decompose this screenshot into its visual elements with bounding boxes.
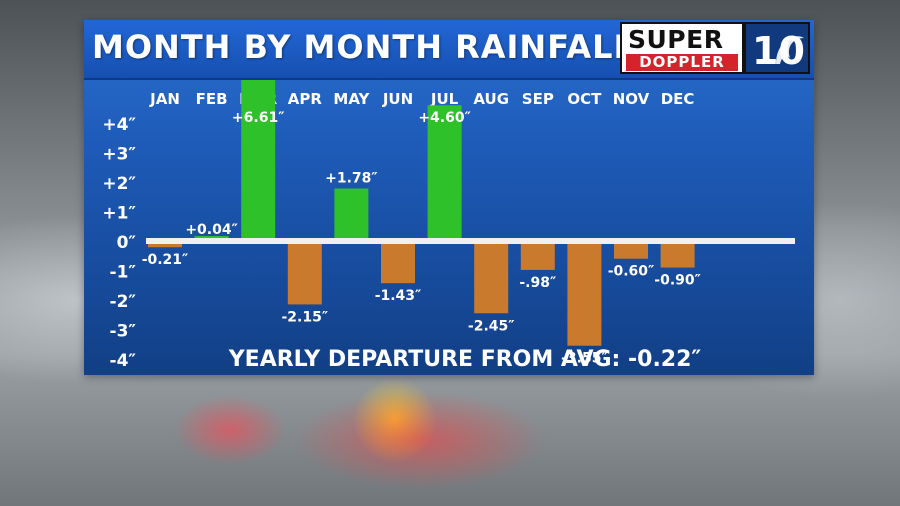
bar (194, 236, 229, 238)
x-tick-label: JAN (149, 90, 180, 108)
channel-10-logo-icon: 10 (744, 22, 810, 74)
x-tick-label: AUG (473, 90, 509, 108)
x-tick-label: APR (288, 90, 323, 108)
bar (148, 244, 182, 248)
data-label: -0.90″ (654, 273, 701, 289)
y-tick-label: +3″ (102, 145, 136, 165)
y-tick-label: -3″ (110, 322, 137, 342)
data-label: +4.60″ (418, 110, 471, 126)
x-tick-label: FEB (196, 90, 228, 108)
bar (241, 80, 276, 238)
data-label: -0.21″ (142, 252, 189, 268)
data-label: -1.43″ (375, 288, 422, 304)
data-label: -0.60″ (608, 264, 655, 280)
bar (614, 244, 648, 259)
data-label: -2.45″ (468, 318, 515, 334)
y-tick-label: -4″ (110, 351, 137, 371)
super-doppler-10-logo: SUPER DOPPLER 10 (620, 22, 810, 74)
yearly-departure-annotation: YEARLY DEPARTURE FROM AVG: -0.22″ (228, 347, 702, 372)
data-label: -.98″ (519, 275, 556, 291)
bar (660, 244, 695, 268)
logo-super-text: SUPER (628, 25, 724, 54)
x-tick-label: OCT (567, 90, 602, 108)
y-tick-label: +1″ (102, 204, 136, 224)
x-tick-label: NOV (613, 90, 650, 108)
x-tick-label: SEP (522, 90, 554, 108)
bar (334, 188, 369, 238)
x-tick-label: MAY (333, 90, 370, 108)
logo-box: SUPER DOPPLER (620, 22, 744, 74)
data-label: +1.78″ (325, 170, 378, 186)
bar (520, 244, 555, 270)
data-label: -2.15″ (281, 309, 328, 325)
logo-doppler-text: DOPPLER (626, 54, 738, 71)
x-tick-label: JUN (382, 90, 413, 108)
data-label: +0.04″ (185, 222, 238, 238)
y-tick-label: 0″ (117, 233, 137, 253)
zero-baseline (146, 238, 795, 244)
y-tick-label: -1″ (110, 263, 137, 283)
bar (381, 244, 415, 284)
bar (287, 244, 322, 305)
x-tick-label: DEC (661, 90, 695, 108)
y-tick-label: +2″ (102, 174, 136, 194)
y-tick-label: +4″ (102, 115, 136, 135)
page-title: MONTH BY MONTH RAINFALL (92, 28, 635, 66)
y-tick-label: -2″ (110, 292, 137, 312)
data-label: -3.55″ (561, 351, 608, 367)
bar (474, 244, 509, 314)
bar (567, 244, 602, 346)
data-label: +6.61″ (232, 110, 285, 126)
x-tick-label: JUL (430, 90, 459, 108)
bar (427, 105, 462, 238)
